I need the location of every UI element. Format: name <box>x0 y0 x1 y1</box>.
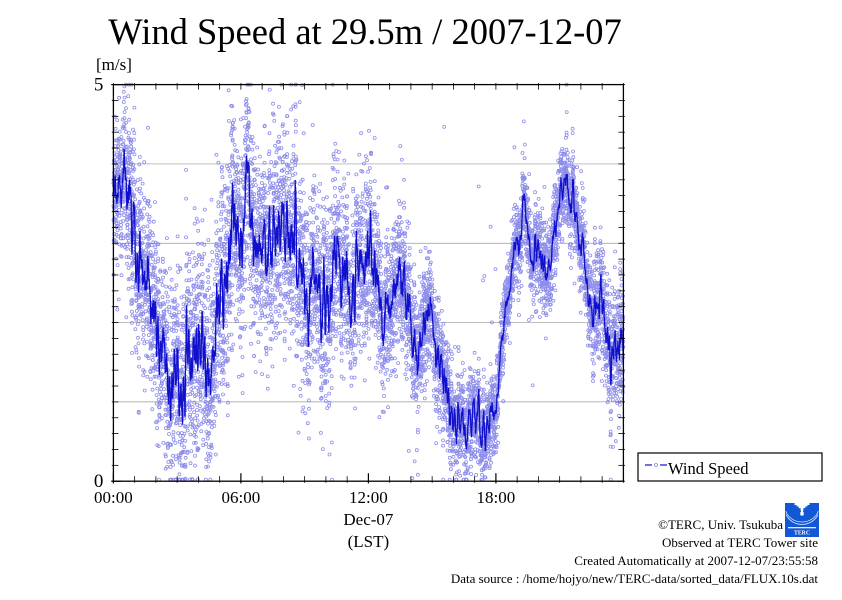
svg-text:12:00: 12:00 <box>349 488 388 507</box>
svg-text:18:00: 18:00 <box>477 488 516 507</box>
svg-text:Dec-07: Dec-07 <box>343 510 394 529</box>
svg-text:©TERC, Univ. Tsukuba: ©TERC, Univ. Tsukuba <box>658 517 783 532</box>
svg-text:Wind Speed: Wind Speed <box>668 459 749 478</box>
svg-text:Observed at TERC Tower site: Observed at TERC Tower site <box>662 535 818 550</box>
svg-text:06:00: 06:00 <box>222 488 261 507</box>
svg-text:(LST): (LST) <box>348 532 390 551</box>
svg-text:[m/s]: [m/s] <box>96 55 132 74</box>
svg-text:00:00: 00:00 <box>94 488 133 507</box>
svg-text:Created Automatically at 2007-: Created Automatically at 2007-12-07/23:5… <box>574 553 818 568</box>
svg-text:Data source : /home/hojyo/new/: Data source : /home/hojyo/new/TERC-data/… <box>451 571 819 586</box>
svg-text:TERC: TERC <box>794 530 810 536</box>
svg-text:5: 5 <box>94 75 104 96</box>
svg-text:Wind Speed at 29.5m / 2007-12-: Wind Speed at 29.5m / 2007-12-07 <box>108 11 622 52</box>
